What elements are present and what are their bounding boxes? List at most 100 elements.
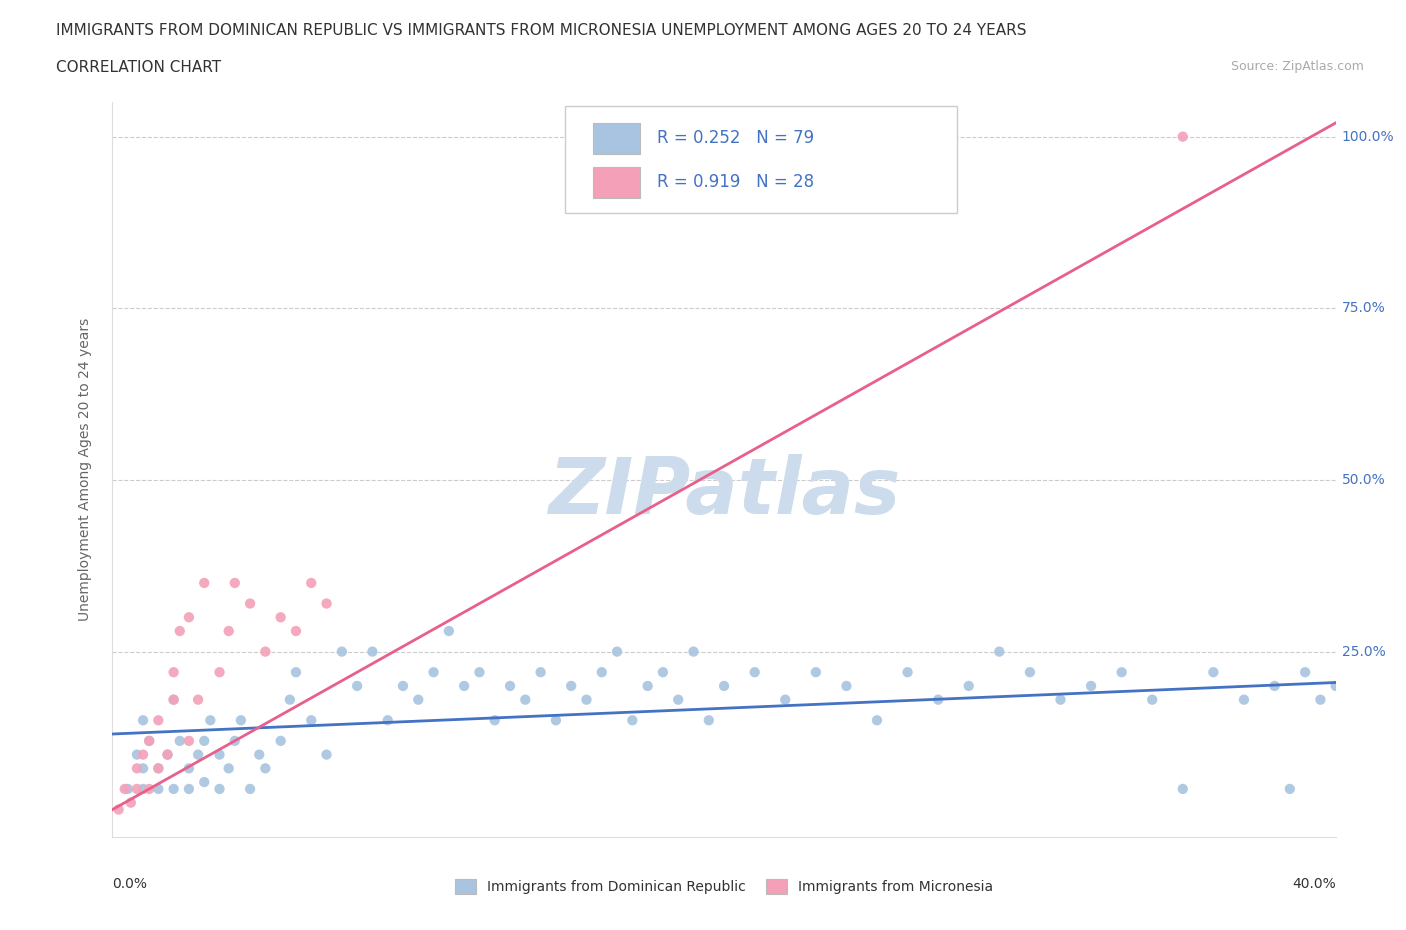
- Point: [697, 712, 720, 727]
- Point: [299, 576, 322, 591]
- Point: [1080, 679, 1102, 694]
- Text: CORRELATION CHART: CORRELATION CHART: [56, 60, 221, 75]
- Point: [138, 781, 160, 796]
- Point: [1233, 692, 1256, 707]
- Text: 50.0%: 50.0%: [1341, 473, 1385, 487]
- Point: [218, 761, 240, 776]
- Point: [278, 692, 301, 707]
- Point: [270, 610, 292, 625]
- Point: [1049, 692, 1071, 707]
- Point: [1294, 665, 1316, 680]
- Point: [208, 781, 231, 796]
- Point: [254, 761, 277, 776]
- Point: [125, 747, 148, 762]
- Point: [224, 734, 246, 749]
- Point: [284, 624, 308, 639]
- Point: [515, 692, 537, 707]
- Point: [254, 644, 277, 659]
- Point: [927, 692, 949, 707]
- Legend: Immigrants from Dominican Republic, Immigrants from Micronesia: Immigrants from Dominican Republic, Immi…: [450, 874, 998, 900]
- Point: [957, 679, 980, 694]
- Point: [177, 734, 200, 749]
- Point: [193, 734, 215, 749]
- Point: [453, 679, 475, 694]
- Point: [315, 747, 337, 762]
- Text: 25.0%: 25.0%: [1341, 644, 1385, 658]
- Point: [125, 761, 148, 776]
- Point: [156, 747, 179, 762]
- Point: [229, 712, 252, 727]
- Point: [117, 781, 139, 796]
- Point: [125, 781, 148, 796]
- Bar: [593, 123, 640, 153]
- Point: [120, 795, 142, 810]
- Point: [148, 712, 170, 727]
- Point: [299, 712, 322, 727]
- FancyBboxPatch shape: [565, 106, 956, 213]
- Point: [148, 761, 170, 776]
- Point: [866, 712, 889, 727]
- Point: [132, 781, 155, 796]
- Point: [148, 761, 170, 776]
- Point: [148, 781, 170, 796]
- Point: [239, 596, 262, 611]
- Point: [835, 679, 858, 694]
- Point: [988, 644, 1011, 659]
- Point: [484, 712, 506, 727]
- Point: [392, 679, 415, 694]
- Point: [163, 665, 186, 680]
- Text: 0.0%: 0.0%: [112, 877, 148, 892]
- Text: Source: ZipAtlas.com: Source: ZipAtlas.com: [1230, 60, 1364, 73]
- Y-axis label: Unemployment Among Ages 20 to 24 years: Unemployment Among Ages 20 to 24 years: [77, 318, 91, 621]
- Point: [200, 712, 222, 727]
- Point: [132, 712, 155, 727]
- Point: [138, 734, 160, 749]
- Point: [193, 775, 215, 790]
- Point: [606, 644, 628, 659]
- Point: [530, 665, 553, 680]
- Point: [575, 692, 598, 707]
- Point: [713, 679, 735, 694]
- Point: [775, 692, 797, 707]
- Point: [132, 761, 155, 776]
- Point: [177, 781, 200, 796]
- Point: [499, 679, 522, 694]
- Point: [652, 665, 675, 680]
- Point: [156, 747, 179, 762]
- Point: [1171, 781, 1194, 796]
- Point: [897, 665, 920, 680]
- Point: [177, 610, 200, 625]
- Point: [1171, 129, 1194, 144]
- Point: [208, 747, 231, 762]
- Point: [744, 665, 766, 680]
- Point: [422, 665, 444, 680]
- Point: [1324, 679, 1347, 694]
- Text: ZIPatlas: ZIPatlas: [548, 454, 900, 530]
- Point: [1278, 781, 1301, 796]
- Point: [544, 712, 567, 727]
- Point: [377, 712, 399, 727]
- Point: [682, 644, 704, 659]
- Point: [1142, 692, 1164, 707]
- Point: [666, 692, 689, 707]
- Text: R = 0.919   N = 28: R = 0.919 N = 28: [657, 173, 814, 191]
- Point: [560, 679, 582, 694]
- Point: [330, 644, 353, 659]
- Text: 40.0%: 40.0%: [1292, 877, 1336, 892]
- Point: [468, 665, 491, 680]
- Point: [187, 747, 209, 762]
- Point: [163, 692, 186, 707]
- Point: [1111, 665, 1133, 680]
- Point: [804, 665, 827, 680]
- Point: [408, 692, 430, 707]
- Text: 100.0%: 100.0%: [1341, 129, 1395, 143]
- Point: [270, 734, 292, 749]
- Point: [107, 802, 129, 817]
- Point: [193, 576, 215, 591]
- Point: [1202, 665, 1225, 680]
- Point: [177, 761, 200, 776]
- Point: [218, 624, 240, 639]
- Bar: [593, 167, 640, 198]
- Point: [284, 665, 308, 680]
- Point: [169, 624, 191, 639]
